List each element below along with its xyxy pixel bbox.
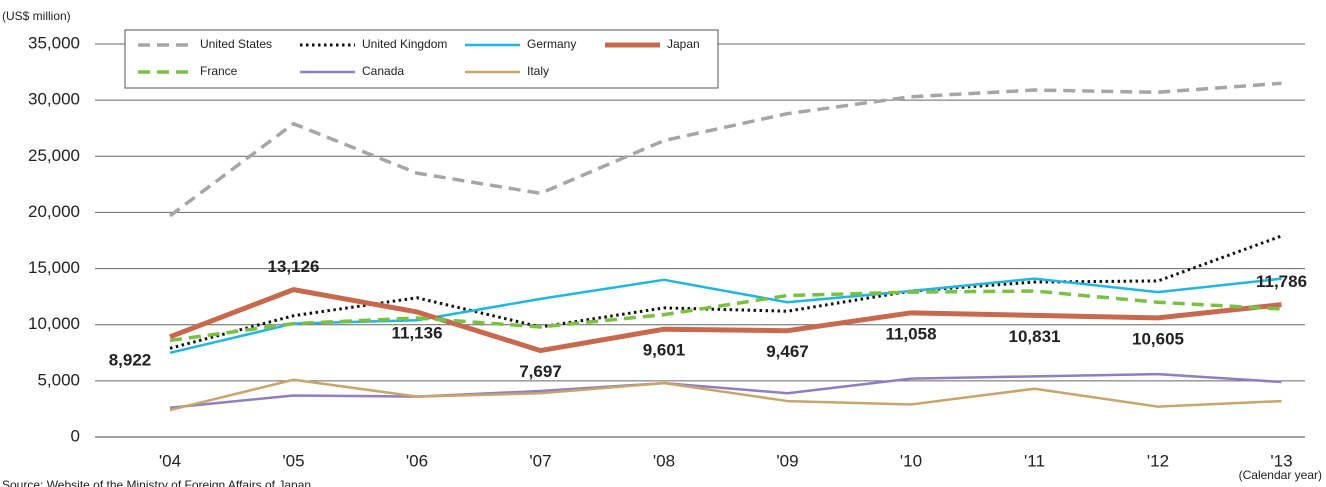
data-label: 13,126 [268, 257, 320, 276]
y-tick-label: 10,000 [28, 314, 80, 333]
data-label: 7,697 [519, 362, 562, 381]
data-label: 9,601 [643, 341, 686, 360]
data-label: 8,922 [109, 350, 152, 369]
y-tick-label: 0 [71, 426, 80, 445]
data-label: 10,605 [1132, 329, 1184, 348]
data-label: 11,786 [1256, 272, 1307, 291]
x-tick-label: '05 [282, 451, 304, 470]
series-line [169, 289, 1282, 343]
x-axis-label: (Calendar year) [1239, 468, 1322, 482]
x-tick-label: '04 [159, 451, 181, 470]
series-line [169, 234, 1283, 350]
y-axis-label: (US$ million) [2, 9, 71, 23]
x-tick-label: '08 [653, 451, 675, 470]
data-label: 9,467 [766, 342, 809, 361]
legend-label: Italy [527, 64, 549, 78]
legend-label: Canada [362, 64, 404, 78]
data-label: 10,831 [1009, 327, 1061, 346]
legend-label: Germany [527, 37, 576, 51]
x-tick-label: '09 [776, 451, 798, 470]
y-tick-label: 30,000 [28, 90, 80, 109]
legend-label: United States [200, 37, 272, 51]
legend-label: France [200, 64, 238, 78]
legend-label: United Kingdom [362, 37, 447, 51]
legend-box [124, 29, 719, 89]
x-tick-label: '12 [1147, 451, 1169, 470]
y-tick-label: 20,000 [28, 202, 80, 221]
x-tick-label: '13 [1270, 451, 1292, 470]
y-tick-label: 5,000 [37, 370, 80, 389]
y-tick-label: 15,000 [28, 258, 80, 277]
data-label: 11,136 [391, 323, 442, 342]
x-tick-label: '06 [406, 451, 428, 470]
source: Source: Website of the Ministry of Forei… [2, 478, 311, 487]
series-line [169, 372, 1282, 410]
x-tick-label: '11 [1024, 451, 1045, 470]
series-line [169, 277, 1282, 355]
series-line [168, 81, 1282, 218]
data-label: 11,058 [885, 324, 936, 343]
x-tick-label: '07 [529, 451, 551, 470]
y-tick-label: 25,000 [28, 146, 80, 165]
series-line [169, 378, 1282, 412]
x-tick-label: '10 [900, 451, 922, 470]
legend-label: Japan [667, 37, 700, 51]
series-line [169, 287, 1282, 354]
y-tick-label: 35,000 [28, 33, 80, 52]
